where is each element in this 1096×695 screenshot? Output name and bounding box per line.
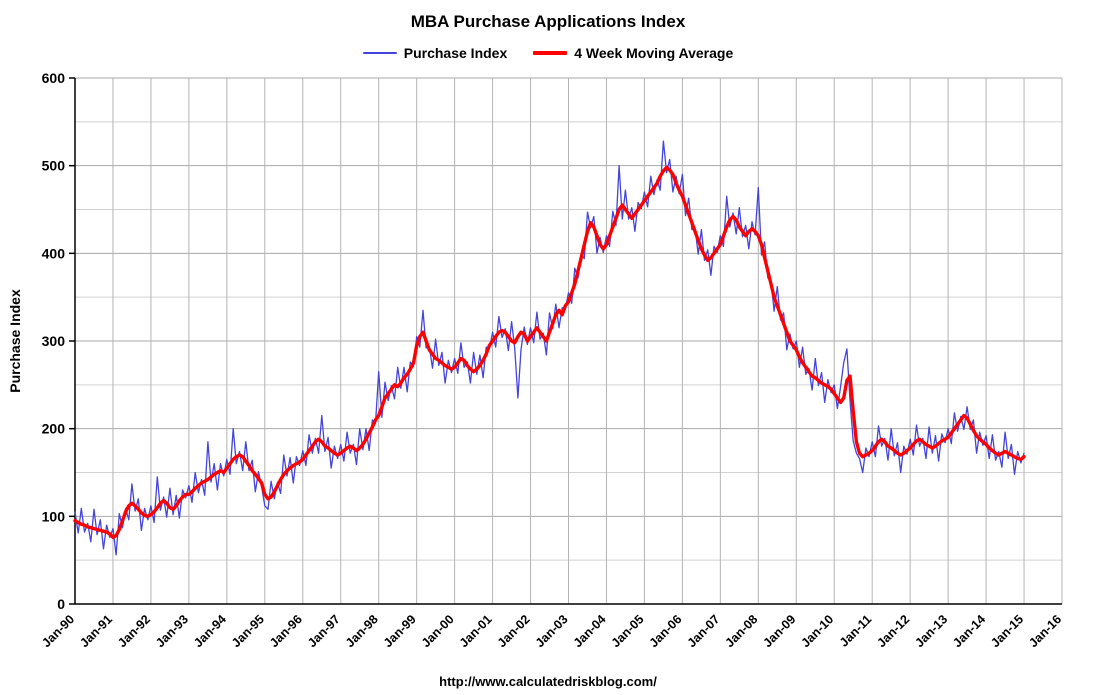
svg-text:Jan-11: Jan-11 bbox=[837, 612, 874, 649]
svg-text:100: 100 bbox=[42, 508, 66, 524]
svg-text:Purchase Index: Purchase Index bbox=[7, 289, 23, 393]
legend-item-purchase-index: Purchase Index bbox=[362, 45, 508, 61]
svg-text:400: 400 bbox=[42, 245, 66, 261]
legend-label-purchase-index: Purchase Index bbox=[403, 45, 508, 61]
svg-text:Jan-97: Jan-97 bbox=[305, 612, 343, 649]
svg-text:Jan-94: Jan-94 bbox=[191, 612, 229, 649]
svg-text:Jan-03: Jan-03 bbox=[533, 612, 571, 649]
svg-text:Jan-10: Jan-10 bbox=[798, 612, 836, 649]
svg-text:Jan-05: Jan-05 bbox=[609, 612, 647, 649]
chart-legend: Purchase Index 4 Week Moving Average bbox=[0, 42, 1096, 64]
svg-text:Jan-15: Jan-15 bbox=[988, 612, 1026, 649]
svg-text:200: 200 bbox=[42, 421, 66, 437]
svg-text:Jan-13: Jan-13 bbox=[912, 612, 950, 649]
svg-text:Jan-01: Jan-01 bbox=[457, 612, 495, 649]
svg-text:500: 500 bbox=[42, 158, 66, 174]
source-url[interactable]: http://www.calculatedriskblog.com/ bbox=[439, 674, 657, 689]
svg-text:Jan-14: Jan-14 bbox=[950, 612, 988, 649]
svg-text:Jan-12: Jan-12 bbox=[874, 612, 912, 649]
svg-text:Jan-91: Jan-91 bbox=[77, 612, 115, 649]
svg-text:600: 600 bbox=[42, 70, 66, 86]
svg-text:Jan-07: Jan-07 bbox=[685, 612, 723, 649]
purchase-index-line-swatch bbox=[362, 52, 397, 54]
chart-title: MBA Purchase Applications Index bbox=[410, 12, 686, 31]
svg-text:Jan-99: Jan-99 bbox=[381, 612, 419, 649]
legend-label-moving-average: 4 Week Moving Average bbox=[574, 45, 734, 61]
moving-average-line-swatch bbox=[533, 51, 568, 55]
svg-text:Jan-02: Jan-02 bbox=[495, 612, 533, 649]
svg-text:0: 0 bbox=[57, 596, 65, 612]
svg-text:Jan-90: Jan-90 bbox=[39, 612, 77, 649]
svg-text:Jan-09: Jan-09 bbox=[760, 612, 798, 649]
svg-text:Jan-93: Jan-93 bbox=[153, 612, 191, 649]
legend-item-moving-average: 4 Week Moving Average bbox=[533, 45, 733, 61]
svg-text:Jan-04: Jan-04 bbox=[571, 612, 609, 649]
svg-text:Jan-16: Jan-16 bbox=[1026, 612, 1064, 649]
svg-text:300: 300 bbox=[42, 333, 66, 349]
svg-text:Jan-98: Jan-98 bbox=[343, 612, 381, 649]
svg-text:Jan-92: Jan-92 bbox=[115, 612, 153, 649]
svg-text:Jan-06: Jan-06 bbox=[647, 612, 685, 649]
svg-text:Jan-00: Jan-00 bbox=[419, 612, 457, 649]
svg-text:Jan-08: Jan-08 bbox=[723, 612, 761, 649]
svg-text:Jan-96: Jan-96 bbox=[267, 612, 305, 649]
svg-text:Jan-95: Jan-95 bbox=[229, 612, 267, 649]
